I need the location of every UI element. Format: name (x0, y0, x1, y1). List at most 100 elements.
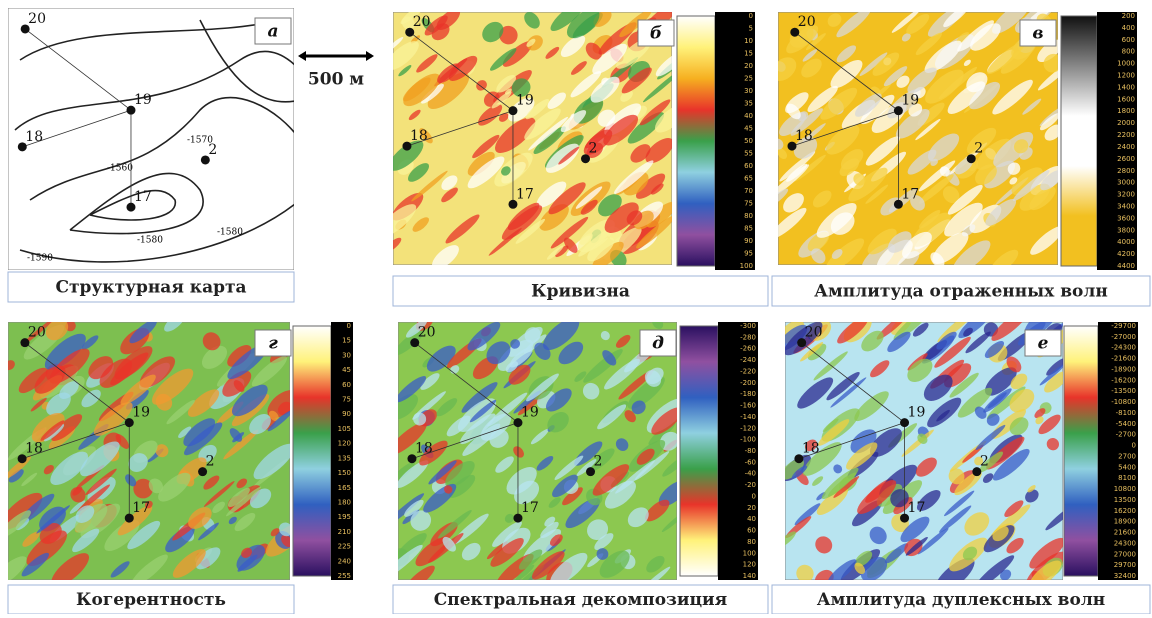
texture (893, 322, 932, 341)
panel-letter: е (1038, 334, 1049, 354)
texture (75, 505, 95, 523)
well (508, 199, 518, 209)
texture (499, 25, 518, 45)
map: -1590 -1580 -1560 -1570 -1580 20 19 18 17 2 (8, 8, 294, 270)
texture (148, 478, 164, 494)
texture (506, 467, 537, 495)
contour-label: -1560 (107, 164, 133, 174)
texture (467, 156, 505, 189)
texture (580, 199, 598, 215)
texture (915, 118, 941, 141)
colorbar-tick: -24300 (1111, 344, 1136, 352)
colorbar-tick: -120 (740, 424, 756, 432)
texture (410, 510, 432, 531)
texture (203, 481, 235, 507)
texture (779, 151, 816, 182)
texture (110, 561, 130, 578)
panel-letter: в (1032, 24, 1043, 44)
colorbar-tick: 150 (338, 469, 351, 477)
arrow (298, 51, 306, 61)
texture (974, 456, 984, 466)
panel-letter: г (268, 334, 278, 354)
colorbar-tick: 2200 (1117, 131, 1135, 139)
colorbar-tick: -300 (740, 322, 756, 330)
texture (778, 188, 789, 206)
texture (393, 140, 424, 171)
well-label: 20 (28, 325, 46, 341)
texture (654, 105, 672, 133)
colorbar-tick: 60 (342, 381, 351, 389)
texture (811, 248, 826, 264)
colorbar (1063, 325, 1099, 577)
texture (636, 448, 655, 465)
texture (223, 429, 259, 460)
well-label: 20 (28, 11, 46, 27)
texture (393, 41, 419, 71)
texture (8, 360, 15, 371)
texture (854, 550, 873, 567)
colorbar-tick: 45 (744, 125, 753, 133)
texture (212, 501, 225, 514)
texture (472, 134, 500, 159)
texture (491, 91, 512, 109)
texture (548, 182, 586, 215)
colorbar-tick: 13500 (1114, 496, 1136, 504)
texture (854, 93, 882, 117)
texture (166, 399, 195, 425)
texture (642, 566, 671, 580)
texture (398, 493, 425, 527)
texture (70, 487, 86, 503)
colorbar-tick: 24300 (1114, 539, 1136, 547)
texture (872, 52, 900, 76)
texture (957, 20, 994, 52)
texture (1037, 60, 1058, 91)
texture (461, 542, 481, 561)
texture (963, 327, 973, 337)
texture (854, 562, 866, 575)
texture (30, 397, 47, 412)
texture (578, 226, 614, 257)
texture (827, 13, 842, 27)
texture (93, 402, 133, 436)
well (966, 154, 976, 164)
contour (29, 96, 294, 201)
texture (576, 459, 597, 477)
well-label: 18 (415, 441, 433, 457)
colorbar-tick: 75 (342, 396, 351, 404)
texture (441, 175, 458, 191)
texture (587, 519, 609, 540)
well-label: 19 (908, 405, 926, 421)
texture (956, 32, 970, 44)
texture (279, 522, 290, 537)
texture (178, 426, 192, 439)
texture (558, 146, 580, 165)
texture (883, 66, 908, 87)
texture (524, 12, 540, 29)
well-label: 17 (901, 186, 919, 202)
texture (802, 442, 842, 476)
texture (818, 419, 850, 446)
texture (992, 448, 1030, 481)
texture (860, 557, 888, 580)
texture (655, 51, 672, 77)
texture (930, 158, 938, 166)
texture (1045, 503, 1063, 531)
texture (531, 551, 565, 580)
texture (1029, 537, 1063, 569)
colorbar-tick: 120 (338, 440, 351, 448)
texture (936, 409, 950, 422)
texture (887, 231, 912, 253)
texture (490, 48, 517, 71)
map: 20 19 18 17 2 (393, 12, 672, 265)
colorbar-tick: 100 (743, 549, 756, 557)
texture (830, 59, 863, 89)
well (407, 454, 417, 464)
texture (814, 569, 834, 580)
texture (393, 36, 404, 54)
contour (19, 19, 281, 61)
texture (51, 414, 83, 442)
colorbar-tick: -260 (740, 345, 756, 353)
colorbar-tick: -16200 (1111, 376, 1136, 384)
colorbar-tick: -140 (740, 413, 756, 421)
